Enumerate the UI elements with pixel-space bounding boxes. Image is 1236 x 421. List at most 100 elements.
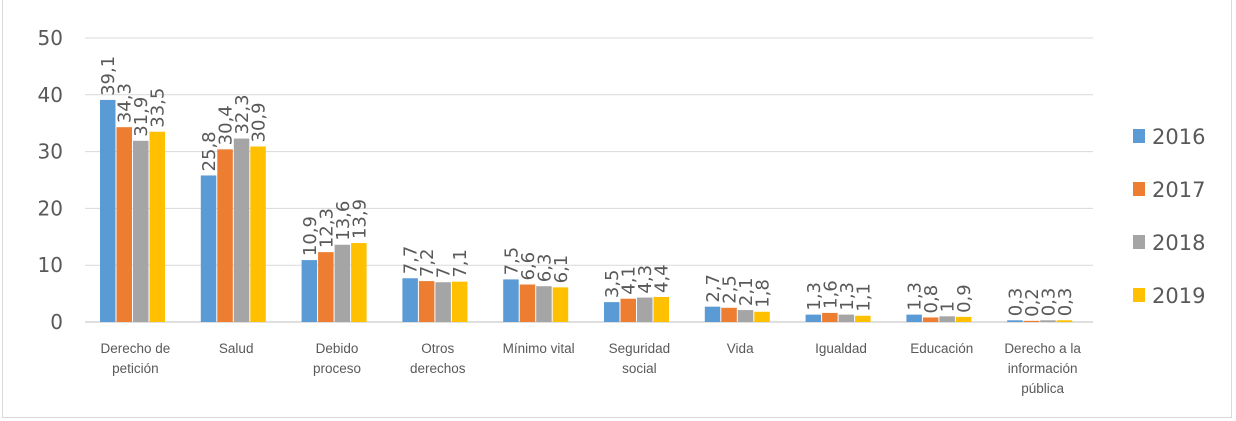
bar-2018 [536,286,552,322]
category-label: Igualdad [815,341,867,356]
data-label: 6,1 [551,255,572,284]
data-label: 1,6 [820,280,841,309]
data-label: 1,8 [753,279,774,308]
data-labels: 39,134,331,933,525,830,432,330,910,912,3… [98,56,1076,317]
data-label: 2,7 [703,274,724,303]
data-label: 2,5 [720,275,741,304]
bar-2016 [906,314,922,322]
data-label: 3,5 [602,269,623,298]
data-label: 0,3 [1038,288,1059,317]
data-label: 30,9 [249,102,270,142]
category-label: Vida [727,341,754,356]
y-tick-label: 30 [38,140,63,164]
bar-2016 [301,260,318,322]
data-label: 7,5 [501,247,522,276]
bar-2019 [552,287,569,322]
legend-label-2016: 2016 [1152,125,1205,149]
bar-2016 [100,99,116,322]
bar-2016 [503,279,519,322]
data-label: 6,3 [534,254,555,283]
data-label: 6,6 [518,252,539,281]
data-label: 32,3 [232,94,253,134]
bar-2017 [822,312,838,322]
data-label: 13,9 [349,199,370,239]
bar-2017 [217,149,233,322]
data-label: 1 [938,301,959,312]
bar-2016 [704,306,721,322]
bar-2019 [451,281,468,322]
bar-2017 [418,281,435,322]
data-label: 0,9 [954,284,975,313]
data-label: 0,3 [1055,288,1076,317]
bar-2017 [620,298,636,322]
data-label: 12,3 [316,208,337,248]
data-label: 33,5 [148,88,169,128]
legend-label-2019: 2019 [1152,284,1205,308]
bar-2016 [805,314,822,322]
bar-2018 [334,244,351,322]
y-tick-label: 50 [38,26,63,50]
bar-2018 [939,316,955,322]
legend-swatch-2018 [1133,235,1145,249]
data-label: 1,3 [837,282,858,311]
bar-2018 [1040,320,1056,322]
y-tick-label: 0 [50,310,63,334]
category-label: Educación [910,341,973,356]
data-label: 4,1 [619,266,640,295]
data-label: 4,4 [652,264,673,293]
data-label: 7,7 [401,246,422,275]
bar-chart: 0 10 20 30 40 50 39,134,331,933,5 25,830,432,3… [38,26,1206,396]
bar-2018 [233,138,250,322]
bar-2017 [318,252,334,322]
data-label: 10,9 [300,216,321,256]
bar-2019 [250,146,266,322]
category-label: Seguridad social [609,341,671,376]
bar-2018 [637,297,653,322]
data-label: 0,8 [921,285,942,314]
category-label: Derecho de petición [101,341,171,376]
x-axis-categories: Derecho de petición Salud Debido proceso Otro… [101,341,1082,396]
data-label: 25,8 [199,131,220,171]
bar-2019 [955,316,972,322]
data-label: 1,1 [853,283,874,312]
data-label: 1,3 [804,282,825,311]
data-label: 0,2 [1022,288,1043,317]
legend-swatch-2016 [1133,129,1145,143]
bar-2018 [435,282,451,322]
data-label: 1,3 [905,282,926,311]
legend: 2016 2017 2018 2019 [1133,125,1205,308]
bar-2019 [149,131,165,322]
data-label: 30,4 [216,105,237,145]
y-axis-ticks: 0 10 20 30 40 50 [38,26,63,334]
data-label: 0,3 [1005,288,1026,317]
data-label: 7,1 [450,249,471,278]
data-label: 7,2 [417,248,438,277]
data-label: 7 [434,267,455,278]
legend-label-2018: 2018 [1152,231,1205,255]
bar-2019 [351,243,367,322]
bar-2017 [116,127,132,323]
category-label: Mínimo vital [503,341,575,356]
bar-2018 [838,314,855,322]
bar-2016 [402,278,418,322]
bar-2017 [922,317,939,322]
bar-2019 [1056,320,1073,322]
bar-2016 [1007,320,1023,322]
category-label: Derecho a la información pública [1004,341,1081,396]
data-label: 4,3 [635,265,656,294]
category-label: Debido proceso [313,341,361,376]
data-label: 31,9 [131,97,152,137]
legend-swatch-2017 [1133,182,1145,196]
category-label: Otros derechos [410,341,466,376]
bar-2019 [754,311,770,322]
bar-2018 [737,310,754,322]
bar-2019 [653,297,669,322]
bar-2017 [1023,320,1040,322]
y-tick-label: 20 [38,196,63,220]
data-label: 34,3 [115,83,136,123]
legend-label-2017: 2017 [1152,178,1205,202]
data-label: 2,1 [736,277,757,306]
bar-2017 [519,284,536,322]
y-tick-label: 40 [38,83,63,107]
